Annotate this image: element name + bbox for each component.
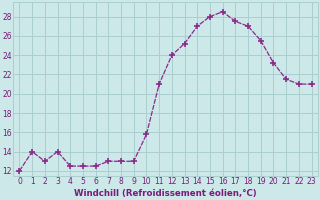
X-axis label: Windchill (Refroidissement éolien,°C): Windchill (Refroidissement éolien,°C)	[74, 189, 257, 198]
